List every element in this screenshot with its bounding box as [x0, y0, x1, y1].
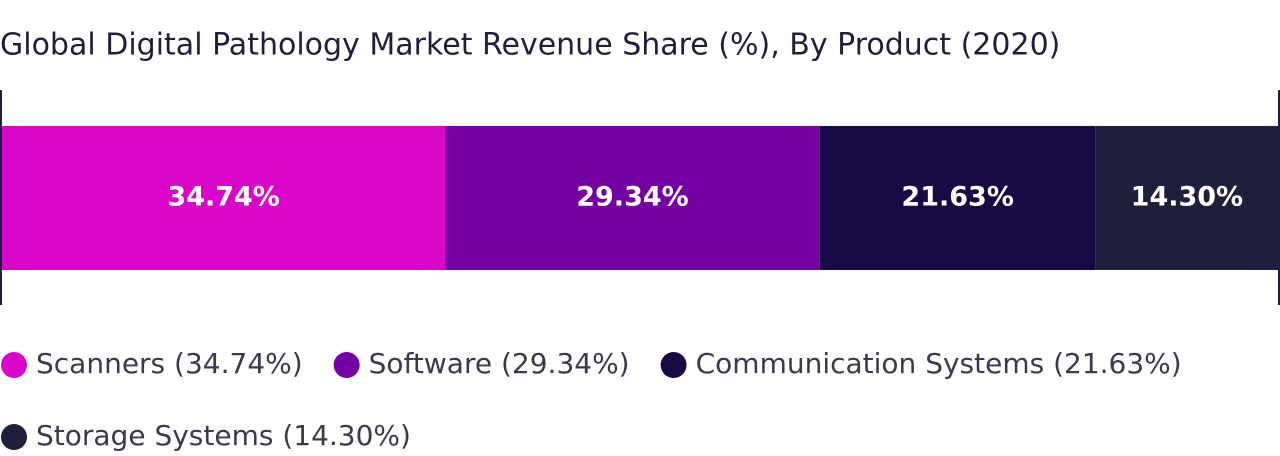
value-label: 29.34% [576, 182, 688, 213]
value-label: 34.74% [167, 182, 279, 213]
legend-marker [1, 352, 27, 378]
chart-title: Global Digital Pathology Market Revenue … [0, 28, 1060, 63]
bar-segment [2, 126, 446, 270]
value-label: 21.63% [901, 182, 1013, 213]
bar-segment [445, 126, 820, 270]
legend-label: Storage Systems (14.30%) [36, 419, 411, 452]
legend-marker [333, 352, 360, 378]
legend-label: Software (29.34%) [369, 347, 630, 380]
legend-label: Scanners (34.74%) [36, 347, 303, 380]
value-label: 14.30% [1131, 182, 1243, 213]
bar-segment [819, 126, 1096, 270]
bar-segment [1095, 126, 1279, 270]
legend-label: Communication Systems (21.63%) [696, 347, 1182, 380]
legend-marker [1, 424, 27, 450]
legend-marker [660, 352, 687, 378]
